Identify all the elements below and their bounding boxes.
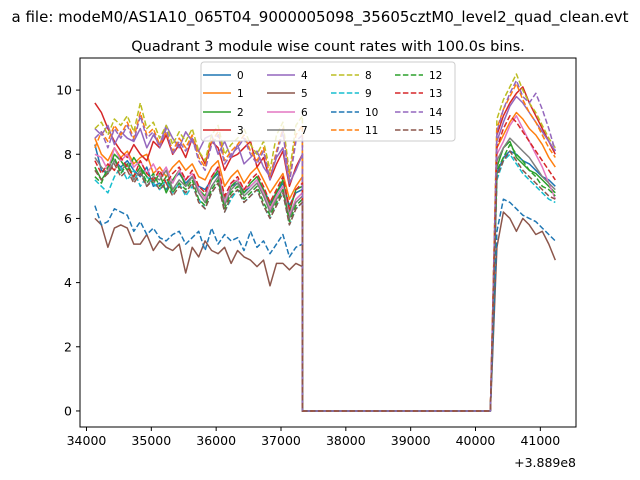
y-tick-label: 4	[64, 275, 72, 290]
chart-title: Quadrant 3 module wise count rates with …	[131, 39, 525, 55]
legend-label-4: 4	[301, 70, 308, 82]
chart-suptitle: a file: modeM0/AS1A10_065T04_9000005098_…	[12, 8, 629, 27]
x-tick-label: 36000	[196, 433, 236, 448]
x-tick-label: 35000	[131, 433, 171, 448]
legend-label-9: 9	[365, 88, 372, 100]
legend-label-14: 14	[429, 107, 443, 119]
legend-label-2: 2	[237, 107, 244, 119]
y-tick-label: 8	[64, 147, 72, 162]
x-axis: 34000 35000 36000 37000 38000 39000 40000 41000	[67, 427, 560, 448]
legend-box	[200, 61, 456, 142]
y-tick-label: 10	[56, 83, 72, 98]
x-tick-label: 34000	[67, 433, 107, 448]
legend-label-10: 10	[365, 107, 378, 119]
legend-label-15: 15	[429, 125, 442, 137]
x-tick-label: 38000	[326, 433, 366, 448]
y-axis: 0 2 4 6 8 10	[56, 83, 80, 418]
x-tick-label: 37000	[261, 433, 301, 448]
legend-label-7: 7	[301, 125, 308, 137]
legend-label-5: 5	[301, 88, 308, 100]
x-offset-label: +3.889e8	[514, 455, 576, 470]
series-lines	[94, 73, 557, 412]
legend-label-3: 3	[237, 125, 244, 137]
legend-label-6: 6	[301, 107, 308, 119]
x-tick-label: 41000	[520, 433, 560, 448]
y-tick-label: 0	[64, 403, 72, 418]
legend-label-8: 8	[365, 70, 372, 82]
x-tick-label: 39000	[391, 433, 431, 448]
plot-frame	[79, 57, 577, 428]
y-tick-label: 2	[64, 339, 72, 354]
legend-label-12: 12	[429, 70, 442, 82]
legend-label-1: 1	[237, 88, 244, 100]
legend-label-13: 13	[429, 88, 442, 100]
x-tick-label: 40000	[456, 433, 496, 448]
series-line-15	[94, 150, 556, 412]
y-tick-label: 6	[64, 211, 72, 226]
legend-label-0: 0	[237, 70, 244, 82]
legend-label-11: 11	[365, 125, 378, 137]
